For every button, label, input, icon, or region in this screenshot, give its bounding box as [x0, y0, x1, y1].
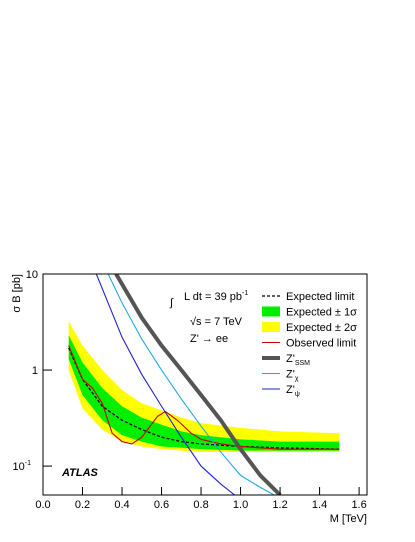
legend-subscript: χ	[295, 376, 299, 383]
y-tick-base: 10	[13, 461, 25, 473]
x-axis-label: M [TeV]	[330, 513, 367, 525]
band	[68, 335, 340, 451]
legend-label-text: Expected limit	[286, 291, 354, 303]
x-tick-label: 0.0	[35, 499, 50, 511]
legend-label: Expected ± 2σ	[286, 322, 357, 334]
legend-box	[262, 306, 280, 317]
experiment-label: ATLAS	[61, 467, 99, 479]
line	[114, 274, 282, 495]
integral-sign: ∫	[169, 297, 174, 309]
legend-label: Z'ψ	[286, 384, 300, 398]
legend-box	[262, 322, 280, 332]
plot-area	[68, 274, 340, 495]
x-tick-label: 0.2	[75, 499, 90, 511]
frame	[42, 273, 368, 496]
luminosity-exponent: -1	[242, 290, 248, 297]
luminosity: L dt = 39 pb-1	[184, 290, 248, 303]
y-tick-label: 10	[26, 269, 38, 281]
legend-label: Observed limit	[286, 338, 356, 350]
legend-label: Z'χ	[286, 369, 299, 383]
line	[95, 274, 235, 495]
y-tick-label: 1	[32, 365, 38, 377]
energy: √s = 7 TeV	[190, 316, 243, 328]
y-tick-label: 10-1	[13, 460, 32, 473]
process: Z' → ee	[190, 333, 228, 345]
y-tick-exponent: -1	[25, 460, 31, 467]
x-tick-label: 1.0	[233, 499, 248, 511]
x-tick-label: 1.6	[351, 499, 366, 511]
x-tick-label: 1.4	[312, 499, 327, 511]
x-tick-label: 0.8	[193, 499, 208, 511]
x-tick-label: 0.4	[114, 499, 129, 511]
legend-label-text: Z'	[286, 353, 295, 365]
luminosity-text: L dt = 39 pb	[184, 291, 242, 303]
x-tick-label: 1.2	[272, 499, 287, 511]
legend-subscript: SSM	[295, 360, 310, 367]
line	[68, 345, 340, 450]
legend-label-text: Z'	[286, 369, 295, 381]
legend: Expected limit Expected ± 1σ Expected ± 2σ…	[262, 291, 357, 398]
legend-label: Expected ± 1σ	[286, 307, 357, 319]
legend-label-text: Observed limit	[286, 338, 356, 350]
legend-label-text: Z'	[286, 384, 295, 396]
legend-label: Z'SSM	[286, 353, 310, 367]
line	[107, 274, 275, 495]
x-tick-label: 0.6	[154, 499, 169, 511]
legend-label-text: Expected ± 1σ	[286, 307, 357, 319]
y-axis-label: σ B [pb]	[11, 274, 23, 313]
legend-label: Expected limit	[286, 291, 354, 303]
legend-label-text: Expected ± 2σ	[286, 322, 357, 334]
legend-subscript: ψ	[295, 391, 300, 398]
